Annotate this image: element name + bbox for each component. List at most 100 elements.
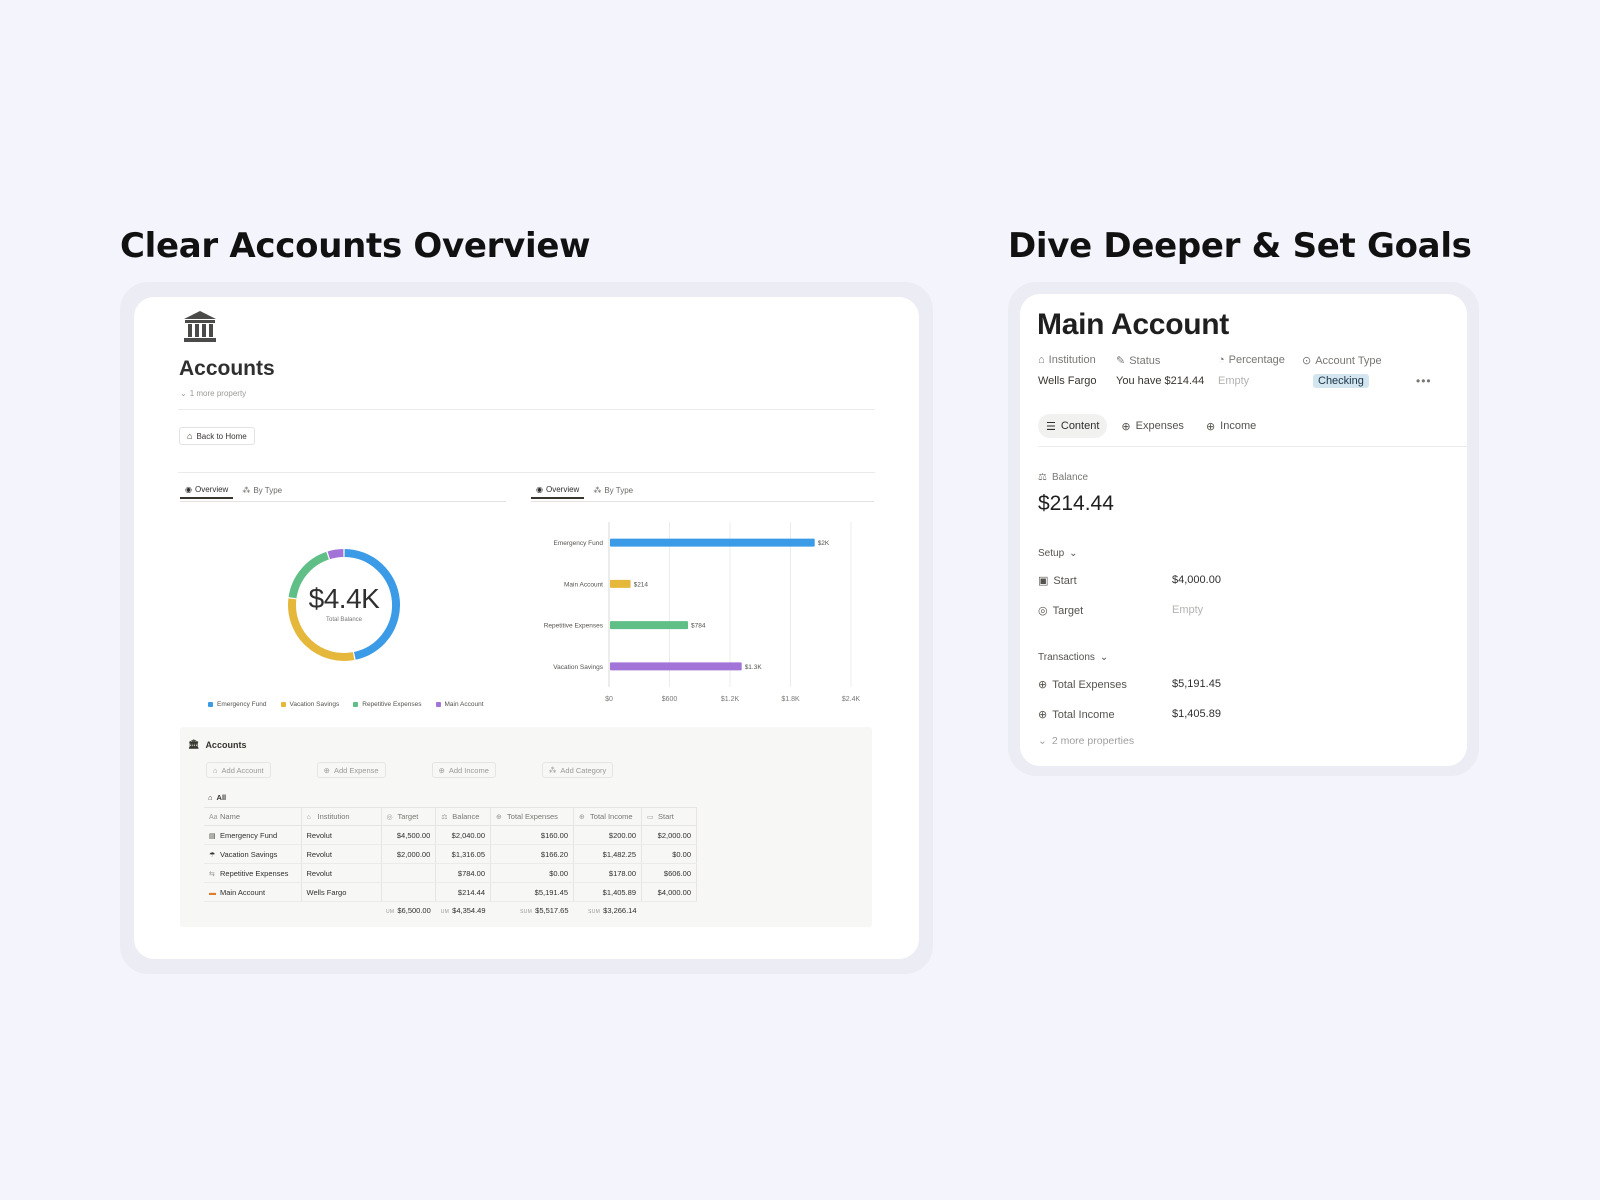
summary-cell-balance[interactable]: UM $4,354.49 [436,902,491,920]
column-header-institution[interactable]: ⌂ Institution [301,807,382,826]
donut-slice[interactable] [288,598,355,661]
table-row[interactable]: ⇆ Repetitive Expenses Revolut $784.00 $0.… [204,863,698,883]
cell-start[interactable]: $0.00 [641,844,698,864]
bar[interactable] [610,579,631,588]
add-income-label: Add Income [448,765,489,775]
cell-balance[interactable]: $2,040.00 [435,825,492,845]
property-percentage: ◔ Percentage [1218,354,1285,366]
table-row[interactable]: ☂ Vacation Savings Revolut $2,000.00 $1,3… [204,844,698,864]
cell-institution[interactable]: Revolut [301,863,382,883]
cell-target[interactable]: $2,000.00 [381,844,437,864]
add-category-button[interactable]: ⁂ Add Category [541,762,614,778]
setup-section-toggle[interactable]: Setup ⌄ [1038,548,1078,559]
cell-target[interactable] [381,882,437,902]
column-header-name[interactable]: Aa Name [204,807,302,826]
cell-target[interactable] [381,863,437,883]
summary-cell-target[interactable]: UM $6,500.00 [381,902,436,920]
donut-slice[interactable] [327,549,344,560]
table-row[interactable]: ▤ Emergency Fund Revolut $4,500.00 $2,040… [204,825,698,845]
cell-balance[interactable]: $1,316.05 [435,844,492,864]
donut-slice[interactable] [344,549,401,660]
column-header-total-income[interactable]: ⊕ Total Income [573,807,643,826]
add-account-button[interactable]: ⌂ Add Account [206,762,271,778]
total-income-label: Total Income [1052,708,1115,721]
column-header-start[interactable]: ▭ Start [641,807,698,826]
institution-value[interactable]: Wells Fargo [1038,375,1097,387]
donut-slice[interactable] [288,551,329,599]
cell-name[interactable]: ⇆ Repetitive Expenses [204,863,302,883]
add-income-button[interactable]: ⊕ Add Income [431,762,496,778]
tab-by-type[interactable]: ⁂ By Type [588,482,638,499]
wallet-icon: ▬ [209,889,216,897]
cell-start[interactable]: $4,000.00 [641,882,698,902]
select-icon: ⊙ [1302,355,1312,367]
tab-overview[interactable]: ◉ Overview [180,482,234,499]
data-label: $214 [634,581,649,588]
start-value[interactable]: $4,000.00 [1172,574,1221,586]
tab-expenses[interactable]: ⊕ Expenses [1113,414,1192,438]
transactions-section-toggle[interactable]: Transactions ⌄ [1038,652,1108,663]
cell-total-income[interactable]: $200.00 [573,825,643,845]
tab-overview[interactable]: ◉ Overview [531,482,585,499]
add-expense-button[interactable]: ⊕ Add Expense [316,762,386,778]
cell-start[interactable]: $606.00 [641,863,698,883]
bar[interactable] [610,662,742,671]
column-header-balance[interactable]: ⚖ Balance [435,807,492,826]
legend-label: Main Account [444,701,484,708]
total-income-value[interactable]: $1,405.89 [1172,708,1221,720]
cell-balance[interactable]: $214.44 [435,882,492,902]
more-property-toggle[interactable]: ⌄ 1 more property [180,389,246,398]
back-to-home-button[interactable]: ⌂ Back to Home [179,427,255,445]
cell-balance[interactable]: $784.00 [435,863,492,883]
cell-total-income[interactable]: $1,482.25 [573,844,643,864]
view-all-tab[interactable]: ⌂ All [208,793,226,802]
cell-start[interactable]: $2,000.00 [641,825,698,845]
cell-total-expenses[interactable]: $166.20 [490,844,575,864]
donut-total-value: $4.4K [308,583,380,614]
summary-cell-income[interactable]: SUM $3,266.14 [574,902,642,920]
bar[interactable] [610,621,689,630]
summary-cell-expenses[interactable]: SUM $5,517.65 [491,902,574,920]
target-value[interactable]: Empty [1172,604,1204,616]
cell-total-expenses[interactable]: $160.00 [490,825,575,845]
text-icon: Aa [209,814,218,821]
shapes-icon: ⁂ [242,486,251,495]
tab-by-type[interactable]: ⁂ By Type [237,482,287,499]
bank-icon: ⌂ [306,814,311,821]
legend-swatch [353,702,359,707]
cell-total-expenses[interactable]: $0.00 [490,863,575,883]
column-header-total-expenses[interactable]: ⊕ Total Expenses [490,807,575,826]
bank-icon [184,311,216,342]
cell-target[interactable]: $4,500.00 [381,825,437,845]
cell-institution[interactable]: Wells Fargo [301,882,382,902]
cell-institution[interactable]: Revolut [301,825,382,845]
summary-value: $6,500.00 [397,906,431,916]
account-type-tag[interactable]: Checking [1313,374,1369,388]
tab-content[interactable]: ☰ Content [1038,414,1108,438]
column-header-target[interactable]: ◎ Target [381,807,437,826]
cell-institution[interactable]: Revolut [301,844,382,864]
cell-total-income[interactable]: $178.00 [573,863,643,883]
page-tabs: ☰ Content ⊕ Expenses ⊕ Income [1038,414,1264,438]
eye-icon: ◉ [185,485,192,494]
percentage-value[interactable]: Empty [1218,375,1250,387]
progress-circle-icon: ◔ [1218,354,1225,366]
cell-name[interactable]: ☂ Vacation Savings [204,844,302,864]
cell-name[interactable]: ▤ Emergency Fund [204,825,302,845]
status-value[interactable]: You have $214.44 [1116,375,1205,387]
tab-income[interactable]: ⊕ Income [1198,414,1264,438]
cell-total-income[interactable]: $1,405.89 [573,882,643,902]
legend-label: Emergency Fund [217,701,267,708]
more-options-icon[interactable]: ••• [1416,374,1432,388]
money-icon: ▭ [647,814,654,821]
property-label: Institution [1048,354,1096,366]
total-expenses-value[interactable]: $5,191.45 [1172,678,1221,690]
account-name: Main Account [220,887,266,897]
table-row[interactable]: ▬ Main Account Wells Fargo $214.44 $5,191… [204,882,698,902]
arrow-down-circle-icon: ⊕ [1205,420,1216,433]
cell-name[interactable]: ▬ Main Account [204,882,302,902]
repeat-icon: ⇆ [209,870,215,878]
cell-total-expenses[interactable]: $5,191.45 [490,882,575,902]
bar[interactable] [610,538,815,547]
accounts-page: Accounts ⌄ 1 more property ⌂ Back to Home … [134,297,919,959]
